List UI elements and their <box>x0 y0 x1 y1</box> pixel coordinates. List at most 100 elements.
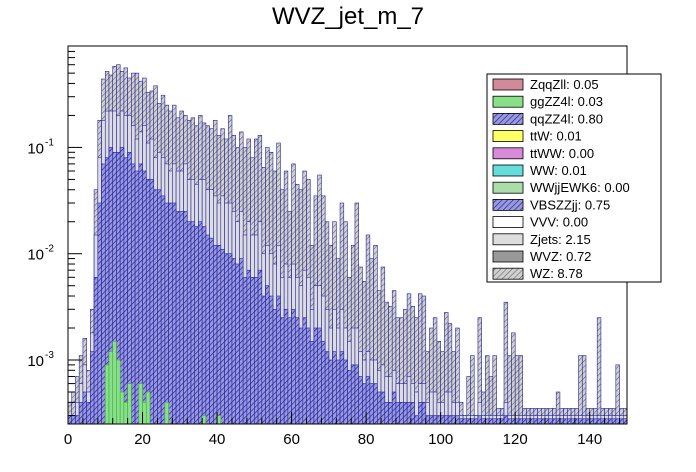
legend-swatch <box>492 130 524 143</box>
bin-bar <box>339 351 345 425</box>
bin-bar <box>317 327 322 425</box>
bin-bar <box>406 401 412 425</box>
bin-bar <box>410 401 415 425</box>
bin-bar <box>529 418 535 425</box>
bin-bar <box>324 351 330 425</box>
bin-bar <box>231 258 237 425</box>
bin-bar <box>127 151 132 425</box>
bin-bar <box>533 418 538 425</box>
bin-bar <box>82 391 87 425</box>
bin-bar <box>250 276 255 425</box>
bin-bar <box>395 401 400 425</box>
bin-bar <box>328 359 333 425</box>
bin-bar <box>261 295 266 425</box>
bin-bar <box>608 418 613 425</box>
bin-bar <box>145 179 151 425</box>
y-tick-label: 10 <box>27 140 44 157</box>
bin-bar <box>570 418 576 425</box>
bin-bar <box>615 364 620 425</box>
legend-label: ZqqZll: 0.05 <box>530 77 599 92</box>
legend-entry: ttWW: 0.00 <box>492 146 594 161</box>
bin-bar <box>507 418 512 425</box>
x-tick-label: 0 <box>64 431 72 448</box>
bin-bar <box>104 364 110 425</box>
bin-bar <box>578 355 583 425</box>
bin-bar <box>399 401 404 425</box>
bin-bar <box>522 418 527 425</box>
bin-bar <box>175 211 181 425</box>
bin-bar <box>619 418 624 425</box>
bin-bar <box>425 415 430 425</box>
bin-bar <box>78 401 84 425</box>
bin-bar <box>332 351 337 425</box>
legend-swatch <box>492 198 524 211</box>
bin-bar <box>526 418 531 425</box>
bin-bar <box>440 415 445 425</box>
legend-swatch <box>492 233 524 246</box>
bin-bar <box>127 383 132 425</box>
legend-entry: ttW: 0.01 <box>492 129 582 144</box>
bin-bar <box>123 401 128 425</box>
bin-bar <box>198 221 203 425</box>
bin-bar <box>93 276 99 425</box>
bin-bar <box>186 221 192 425</box>
bin-bar <box>160 195 166 425</box>
legend-entry: ggZZ4l: 0.03 <box>492 94 603 109</box>
bin-bar <box>298 327 304 425</box>
legend-label: Zjets: 2.15 <box>530 232 591 247</box>
bin-bar <box>544 418 550 425</box>
legend-label: ggZZ4l: 0.03 <box>530 94 603 109</box>
bin-bar <box>574 418 579 425</box>
legend-label: ttWW: 0.00 <box>530 146 594 161</box>
bin-bar <box>611 418 617 425</box>
bin-bar <box>183 211 188 425</box>
y-tick-exponent: -2 <box>45 244 54 255</box>
legend-label: VBSZZjj: 0.75 <box>530 197 610 212</box>
bin-bar <box>537 418 542 425</box>
x-tick-label: 100 <box>428 431 453 448</box>
bin-bar <box>306 327 311 425</box>
y-tick-exponent: -3 <box>45 350 54 361</box>
bin-bar <box>511 332 516 425</box>
bin-bar <box>336 359 341 425</box>
bin-bar <box>485 355 490 425</box>
legend-entry: WZ: 8.78 <box>492 266 583 281</box>
bin-bar <box>354 364 359 425</box>
bin-bar <box>432 415 438 425</box>
legend-entry: VVV: 0.00 <box>492 215 588 230</box>
bin-bar <box>75 415 80 425</box>
bin-bar <box>384 401 389 425</box>
series-4 <box>104 340 222 425</box>
bin-bar <box>559 418 564 425</box>
bin-bar <box>116 359 121 425</box>
bin-bar <box>246 269 251 425</box>
bin-bar <box>380 391 386 425</box>
bin-bar <box>563 418 568 425</box>
bin-bar <box>131 163 136 425</box>
x-tick-label: 140 <box>577 431 602 448</box>
bin-bar <box>507 355 512 425</box>
bin-bar <box>112 340 117 425</box>
bin-bar <box>499 418 505 425</box>
bin-bar <box>242 276 248 425</box>
x-tick-label: 40 <box>209 431 226 448</box>
x-tick-label: 80 <box>358 431 375 448</box>
bin-bar <box>548 418 553 425</box>
bin-bar <box>201 226 207 425</box>
bin-bar <box>168 202 173 425</box>
bin-bar <box>492 418 497 425</box>
bin-bar <box>403 401 408 425</box>
bin-bar <box>164 401 169 425</box>
bin-bar <box>581 418 587 425</box>
bin-bar <box>365 376 371 425</box>
bin-bar <box>205 234 210 425</box>
bin-bar <box>220 249 225 425</box>
bin-bar <box>391 391 397 425</box>
bin-bar <box>589 418 594 425</box>
y-tick-label: 10 <box>27 247 44 264</box>
bin-bar <box>388 401 393 425</box>
legend-label: WW: 0.01 <box>530 163 587 178</box>
bin-bar <box>552 418 557 425</box>
bin-bar <box>302 317 307 425</box>
